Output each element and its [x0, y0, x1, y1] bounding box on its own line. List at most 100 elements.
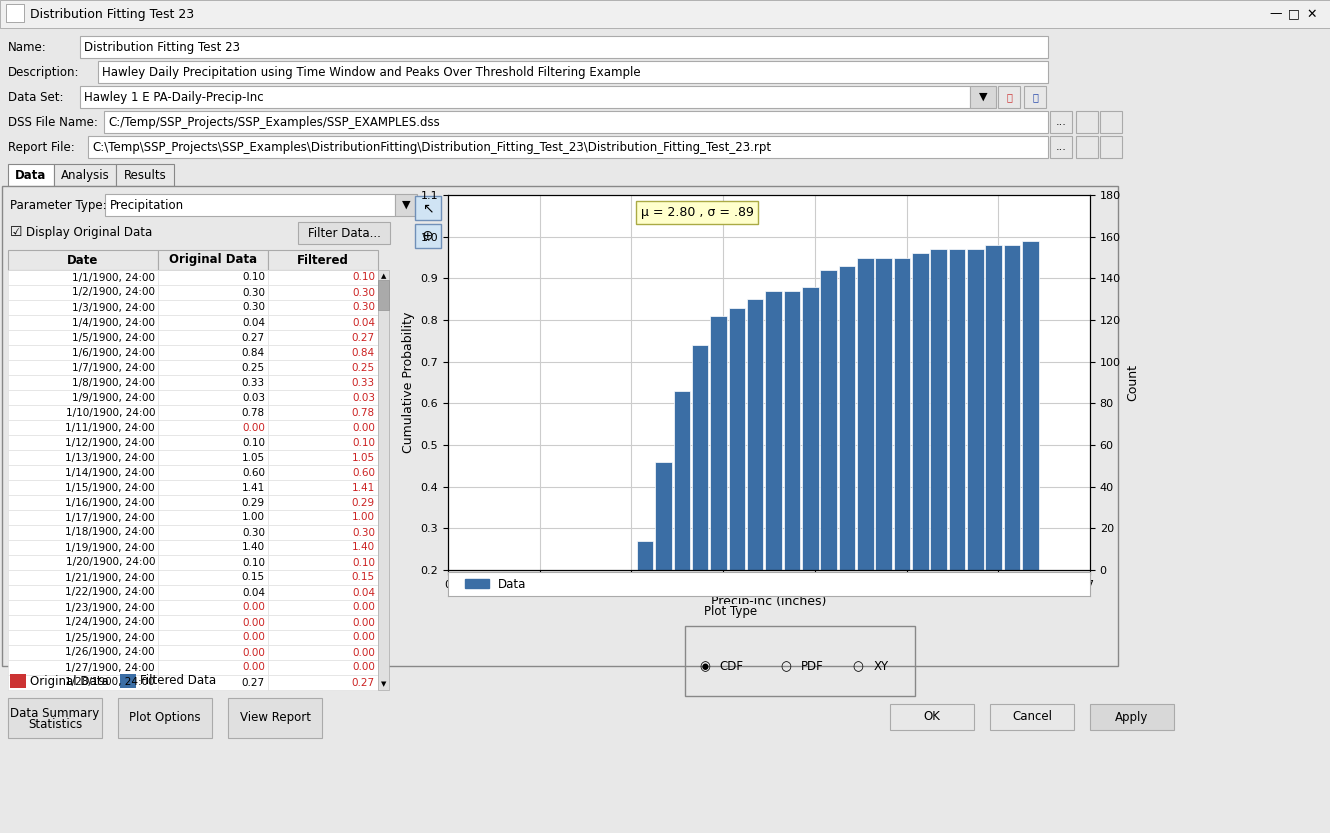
FancyBboxPatch shape: [269, 360, 378, 375]
FancyBboxPatch shape: [158, 630, 269, 645]
Text: 1/16/1900, 24:00: 1/16/1900, 24:00: [65, 497, 156, 507]
FancyBboxPatch shape: [998, 86, 1020, 108]
Text: ...: ...: [1056, 117, 1067, 127]
Text: 0.00: 0.00: [352, 632, 375, 642]
FancyBboxPatch shape: [890, 704, 974, 730]
Bar: [692, 345, 709, 570]
Text: □: □: [1289, 7, 1299, 21]
Text: 0.04: 0.04: [352, 587, 375, 597]
Text: 1/21/1900, 24:00: 1/21/1900, 24:00: [65, 572, 156, 582]
FancyBboxPatch shape: [298, 222, 390, 244]
Text: 0.84: 0.84: [242, 347, 265, 357]
FancyBboxPatch shape: [269, 675, 378, 690]
FancyBboxPatch shape: [1076, 136, 1099, 158]
FancyBboxPatch shape: [158, 600, 269, 615]
Text: C:\Temp\SSP_Projects\SSP_Examples\DistributionFitting\Distribution_Fitting_Test_: C:\Temp\SSP_Projects\SSP_Examples\Distri…: [92, 141, 771, 153]
Text: 0.04: 0.04: [242, 317, 265, 327]
FancyBboxPatch shape: [8, 495, 158, 510]
Text: ▼: ▼: [979, 92, 987, 102]
Text: ⊕: ⊕: [422, 229, 434, 243]
Text: Apply: Apply: [1116, 711, 1149, 724]
Text: Data Set:: Data Set:: [8, 91, 64, 103]
Text: 1/26/1900, 24:00: 1/26/1900, 24:00: [65, 647, 156, 657]
Text: Statistics: Statistics: [28, 717, 82, 731]
FancyBboxPatch shape: [8, 435, 158, 450]
Text: 0.10: 0.10: [352, 557, 375, 567]
Text: 1/13/1900, 24:00: 1/13/1900, 24:00: [65, 452, 156, 462]
Text: 1.00: 1.00: [242, 512, 265, 522]
FancyBboxPatch shape: [970, 86, 996, 108]
FancyBboxPatch shape: [7, 4, 24, 22]
Text: 0.33: 0.33: [242, 377, 265, 387]
Text: 0.10: 0.10: [242, 437, 265, 447]
FancyBboxPatch shape: [269, 615, 378, 630]
Text: 0.10: 0.10: [242, 272, 265, 282]
FancyBboxPatch shape: [158, 390, 269, 405]
Bar: [802, 287, 818, 570]
FancyBboxPatch shape: [1076, 111, 1099, 133]
Text: ◉: ◉: [700, 660, 710, 673]
Text: 0.03: 0.03: [242, 392, 265, 402]
Text: Precipitation: Precipitation: [110, 198, 184, 212]
Text: 1/3/1900, 24:00: 1/3/1900, 24:00: [72, 302, 156, 312]
FancyBboxPatch shape: [269, 250, 378, 270]
Text: 1/22/1900, 24:00: 1/22/1900, 24:00: [65, 587, 156, 597]
FancyBboxPatch shape: [1049, 111, 1072, 133]
FancyBboxPatch shape: [158, 645, 269, 660]
Text: 0.60: 0.60: [242, 467, 265, 477]
FancyBboxPatch shape: [8, 660, 158, 675]
FancyBboxPatch shape: [158, 285, 269, 300]
FancyBboxPatch shape: [8, 698, 102, 738]
FancyBboxPatch shape: [8, 555, 158, 570]
FancyBboxPatch shape: [269, 285, 378, 300]
FancyBboxPatch shape: [8, 164, 55, 186]
FancyBboxPatch shape: [8, 330, 158, 345]
FancyBboxPatch shape: [395, 194, 418, 216]
Text: 0.00: 0.00: [242, 422, 265, 432]
FancyBboxPatch shape: [158, 465, 269, 480]
FancyBboxPatch shape: [269, 570, 378, 585]
FancyBboxPatch shape: [8, 630, 158, 645]
FancyBboxPatch shape: [158, 345, 269, 360]
Text: 📊: 📊: [1005, 92, 1012, 102]
Text: Plot Options: Plot Options: [129, 711, 201, 725]
FancyBboxPatch shape: [88, 136, 1048, 158]
Text: Plot Type: Plot Type: [704, 606, 757, 618]
Text: Filtered Data: Filtered Data: [140, 675, 215, 687]
Text: Parameter Type:: Parameter Type:: [11, 198, 106, 212]
FancyBboxPatch shape: [8, 570, 158, 585]
Bar: [894, 257, 910, 570]
Text: 0.30: 0.30: [242, 287, 265, 297]
FancyBboxPatch shape: [269, 390, 378, 405]
Text: 0.10: 0.10: [352, 437, 375, 447]
Text: Hawley Daily Precipitation using Time Window and Peaks Over Threshold Filtering : Hawley Daily Precipitation using Time Wi…: [102, 66, 641, 78]
Text: CDF: CDF: [720, 660, 743, 673]
FancyBboxPatch shape: [269, 525, 378, 540]
Text: Filter Data...: Filter Data...: [307, 227, 380, 240]
Bar: [1023, 241, 1039, 570]
FancyBboxPatch shape: [990, 704, 1075, 730]
Text: 0.78: 0.78: [242, 407, 265, 417]
Text: 0.10: 0.10: [352, 272, 375, 282]
Text: Analysis: Analysis: [61, 168, 109, 182]
FancyBboxPatch shape: [269, 330, 378, 345]
FancyBboxPatch shape: [158, 480, 269, 495]
Text: ...: ...: [1056, 142, 1067, 152]
Text: OK: OK: [923, 711, 940, 724]
Y-axis label: Count: Count: [1127, 364, 1140, 401]
Bar: [839, 266, 855, 570]
Text: 1.40: 1.40: [352, 542, 375, 552]
Text: 0.00: 0.00: [352, 617, 375, 627]
FancyBboxPatch shape: [158, 330, 269, 345]
FancyBboxPatch shape: [269, 465, 378, 480]
Text: 0.30: 0.30: [242, 302, 265, 312]
Text: 0.00: 0.00: [242, 632, 265, 642]
Text: 0.60: 0.60: [352, 467, 375, 477]
Text: 1/24/1900, 24:00: 1/24/1900, 24:00: [65, 617, 156, 627]
FancyBboxPatch shape: [269, 630, 378, 645]
Bar: [1004, 245, 1020, 570]
Text: 1.05: 1.05: [242, 452, 265, 462]
Text: 1.00: 1.00: [352, 512, 375, 522]
FancyBboxPatch shape: [80, 86, 970, 108]
FancyBboxPatch shape: [269, 345, 378, 360]
